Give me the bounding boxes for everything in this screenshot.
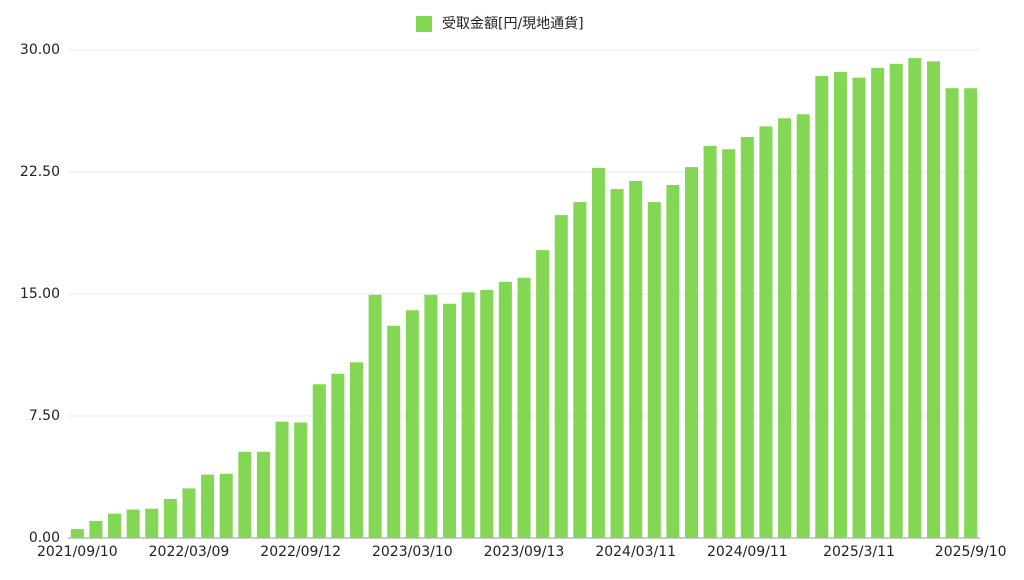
bar <box>703 145 717 538</box>
y-tick-label: 22.50 <box>20 164 60 180</box>
bar <box>256 451 270 538</box>
bar <box>405 310 419 538</box>
y-tick-label: 15.00 <box>20 286 60 302</box>
bar <box>443 303 457 538</box>
bar <box>331 373 345 538</box>
y-tick-label: 0.00 <box>29 530 60 546</box>
bar <box>722 149 736 538</box>
bar <box>908 58 922 539</box>
bar <box>833 71 847 539</box>
bar <box>480 289 494 538</box>
bar <box>871 67 885 538</box>
legend-label: 受取金額[円/現地通貨] <box>442 15 584 32</box>
bar <box>182 488 196 538</box>
x-tick-label: 2025/3/11 <box>823 544 895 560</box>
bar <box>368 294 382 538</box>
x-tick-label: 2024/03/11 <box>595 544 676 560</box>
bar <box>852 77 866 539</box>
bar <box>666 185 680 538</box>
bar <box>108 513 122 538</box>
x-tick-label: 2022/09/12 <box>260 544 341 560</box>
bar <box>461 292 475 538</box>
x-tick-label: 2024/09/11 <box>707 544 788 560</box>
bar <box>163 498 177 538</box>
legend-swatch <box>416 16 432 32</box>
x-tick-label: 2023/09/13 <box>484 544 565 560</box>
bar <box>424 294 438 538</box>
bar <box>238 451 252 538</box>
bar <box>629 180 643 539</box>
bar <box>554 215 568 538</box>
bar <box>889 63 903 539</box>
bar <box>517 277 531 538</box>
bar <box>684 167 699 538</box>
bar <box>219 473 233 538</box>
x-tick-label: 2021/09/10 <box>37 544 118 560</box>
x-tick-label: 2025/9/10 <box>935 544 1007 560</box>
bar <box>778 118 792 538</box>
bar <box>964 88 978 538</box>
bar <box>536 250 550 538</box>
bar <box>201 474 215 538</box>
bar <box>945 88 959 538</box>
bar <box>926 61 940 539</box>
bar <box>312 384 326 538</box>
bar <box>126 509 140 538</box>
bar <box>275 421 289 538</box>
y-tick-label: 7.50 <box>29 408 60 424</box>
bar <box>387 325 401 538</box>
bar <box>647 202 661 539</box>
bar <box>70 529 84 538</box>
bar <box>815 76 829 538</box>
bar <box>498 281 512 538</box>
bar <box>145 508 159 538</box>
bar <box>573 202 587 539</box>
bar <box>294 422 308 538</box>
y-tick-label: 30.00 <box>20 42 60 58</box>
x-tick-label: 2023/03/10 <box>372 544 453 560</box>
bar <box>349 362 364 538</box>
bar <box>591 167 605 538</box>
bar <box>796 114 810 539</box>
bar <box>759 126 773 538</box>
bar <box>89 520 103 538</box>
x-tick-label: 2022/03/09 <box>149 544 230 560</box>
bar <box>610 189 624 538</box>
bar <box>740 137 754 538</box>
